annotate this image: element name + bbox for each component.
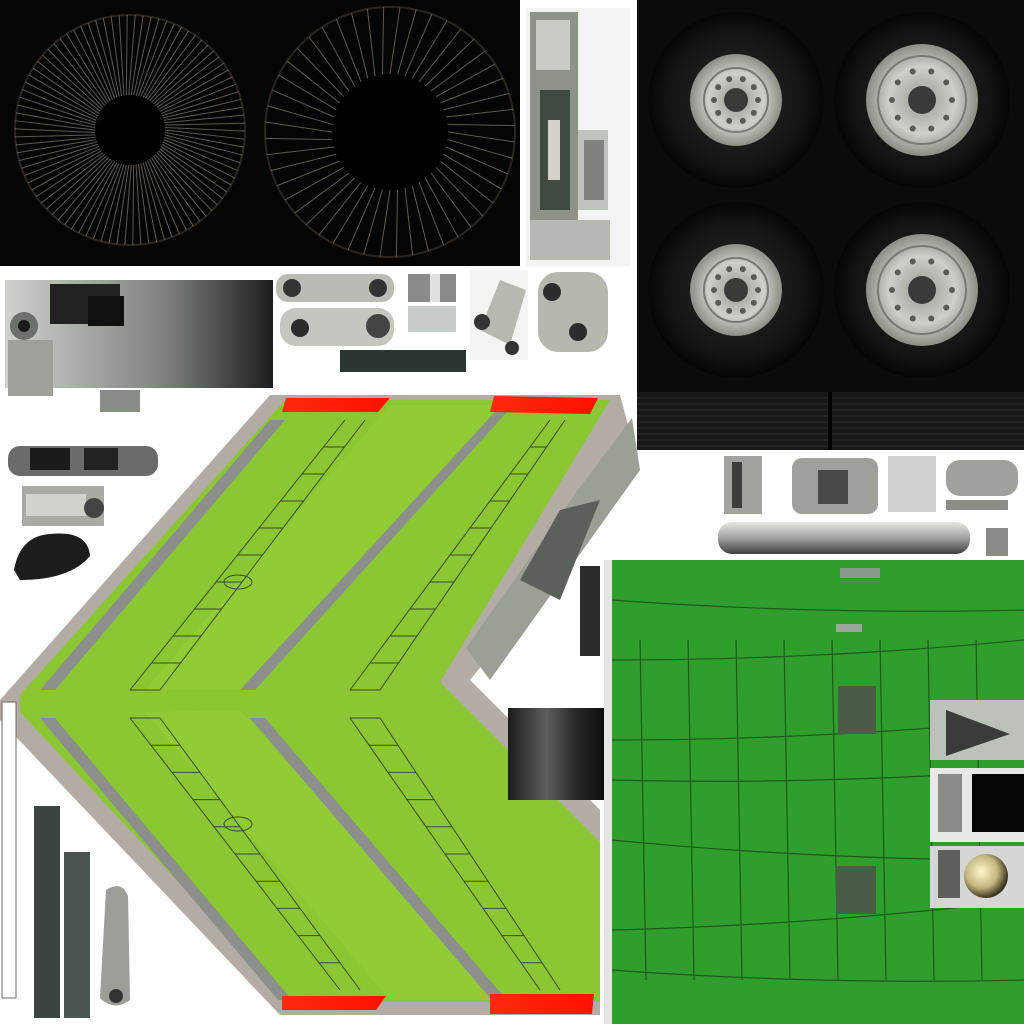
fuselage-panel-icon bbox=[604, 560, 1024, 1024]
turbofan-icon bbox=[14, 14, 246, 246]
hydraulic-strut-icon bbox=[1, 701, 130, 1018]
misc-gear-parts bbox=[580, 456, 1018, 656]
tire-tread-strip bbox=[637, 392, 1024, 450]
hydraulic-strut-icon bbox=[5, 280, 273, 412]
gear-part-group-left bbox=[8, 446, 158, 580]
gear-strut-icon bbox=[526, 8, 630, 266]
bracket-icon bbox=[276, 270, 608, 372]
wheel-icon bbox=[648, 12, 1010, 378]
wing-icon bbox=[0, 395, 640, 1015]
turbofan-icon bbox=[264, 6, 516, 258]
